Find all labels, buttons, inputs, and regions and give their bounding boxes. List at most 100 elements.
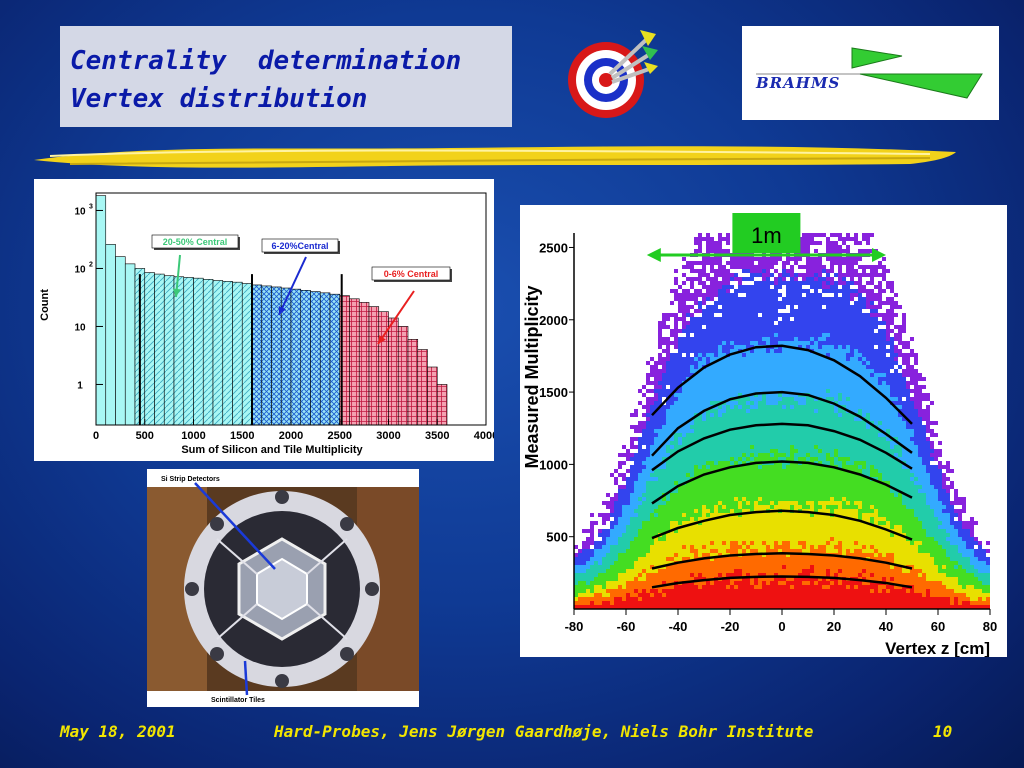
heatmap-cell [774, 481, 778, 485]
heatmap-cell [746, 529, 750, 533]
heatmap-cell [790, 513, 794, 517]
heatmap-cell [774, 525, 778, 529]
heatmap-cell [702, 513, 706, 517]
heatmap-cell [778, 405, 782, 409]
heatmap-cell [626, 549, 630, 553]
heatmap-cell [826, 329, 830, 333]
heatmap-cell [746, 277, 750, 281]
heatmap-cell [758, 497, 762, 501]
heatmap-cell [822, 409, 826, 413]
heatmap-cell [842, 257, 846, 261]
heatmap-cell [654, 461, 658, 465]
heatmap-cell [750, 457, 754, 461]
heatmap-cell [822, 601, 826, 605]
heatmap-cell [806, 601, 810, 605]
heatmap-cell [706, 341, 710, 345]
heatmap-cell [626, 485, 630, 489]
heatmap-cell [806, 413, 810, 417]
heatmap-cell [742, 593, 746, 597]
heatmap-cell [726, 453, 730, 457]
heatmap-cell [846, 557, 850, 561]
heatmap-cell [830, 389, 834, 393]
heatmap-cell [710, 377, 714, 381]
heatmap-cell [770, 349, 774, 353]
heatmap-cell [838, 557, 842, 561]
heatmap-cell [678, 541, 682, 545]
heatmap-cell [838, 425, 842, 429]
heatmap-cell [702, 569, 706, 573]
heatmap-cell [586, 569, 590, 573]
heatmap-cell [590, 553, 594, 557]
heatmap-cell [778, 577, 782, 581]
heatmap-cell [714, 505, 718, 509]
heatmap-cell [746, 369, 750, 373]
heatmap-cell [850, 561, 854, 565]
heatmap-cell [758, 449, 762, 453]
heatmap-cell [786, 569, 790, 573]
heatmap-cell [682, 589, 686, 593]
heatmap-cell [718, 321, 722, 325]
heatmap-cell [594, 561, 598, 565]
heatmap-cell [578, 557, 582, 561]
heatmap-cell [634, 605, 638, 609]
heatmap-cell [814, 473, 818, 477]
heatmap-cell [786, 477, 790, 481]
heatmap-cell [682, 509, 686, 513]
heatmap-cell [814, 369, 818, 373]
heatmap-cell [786, 481, 790, 485]
heatmap-cell [690, 369, 694, 373]
heatmap-cell [798, 601, 802, 605]
heatmap-cell [798, 593, 802, 597]
heatmap-cell [826, 569, 830, 573]
heatmap-cell [798, 361, 802, 365]
heatmap-cell [834, 345, 838, 349]
heatmap-cell [682, 545, 686, 549]
heatmap-cell [666, 513, 670, 517]
heatmap-cell [666, 337, 670, 341]
heatmap-cell [702, 605, 706, 609]
heatmap-cell [822, 533, 826, 537]
heatmap-cell [794, 329, 798, 333]
heatmap-cell [766, 577, 770, 581]
heatmap-cell [678, 593, 682, 597]
heatmap-cell [622, 505, 626, 509]
heatmap-cell [666, 365, 670, 369]
heatmap-cell [646, 389, 650, 393]
heatmap-cell [798, 465, 802, 469]
heatmap-cell [790, 341, 794, 345]
heatmap-cell [626, 477, 630, 481]
heatmap-cell [766, 553, 770, 557]
heatmap-cell [718, 409, 722, 413]
heatmap-cell [746, 333, 750, 337]
heatmap-cell [786, 293, 790, 297]
heatmap-cell [790, 453, 794, 457]
heatmap-cell [850, 513, 854, 517]
heatmap-cell [814, 265, 818, 269]
heatmap-cell [686, 601, 690, 605]
heatmap-cell [798, 329, 802, 333]
heatmap-cell [606, 593, 610, 597]
heatmap-cell [806, 517, 810, 521]
heatmap-cell [770, 433, 774, 437]
heatmap-cell [574, 577, 578, 581]
heatmap-cell [730, 437, 734, 441]
heatmap-cell [830, 521, 834, 525]
heatmap-cell [814, 521, 818, 525]
heatmap-cell [826, 269, 830, 273]
heatmap-cell [618, 565, 622, 569]
heatmap-cell [846, 321, 850, 325]
heatmap-cell [794, 281, 798, 285]
heatmap-cell [738, 465, 742, 469]
heatmap-cell [730, 297, 734, 301]
heatmap-cell [822, 373, 826, 377]
heatmap-cell [702, 533, 706, 537]
heatmap-cell [778, 305, 782, 309]
heatmap-cell [778, 329, 782, 333]
heatmap-cell [738, 537, 742, 541]
heatmap-cell [706, 485, 710, 489]
heatmap-cell [734, 581, 738, 585]
heatmap-cell [662, 597, 666, 601]
heatmap-cell [710, 521, 714, 525]
heatmap-cell [646, 409, 650, 413]
heatmap-cell [818, 281, 822, 285]
